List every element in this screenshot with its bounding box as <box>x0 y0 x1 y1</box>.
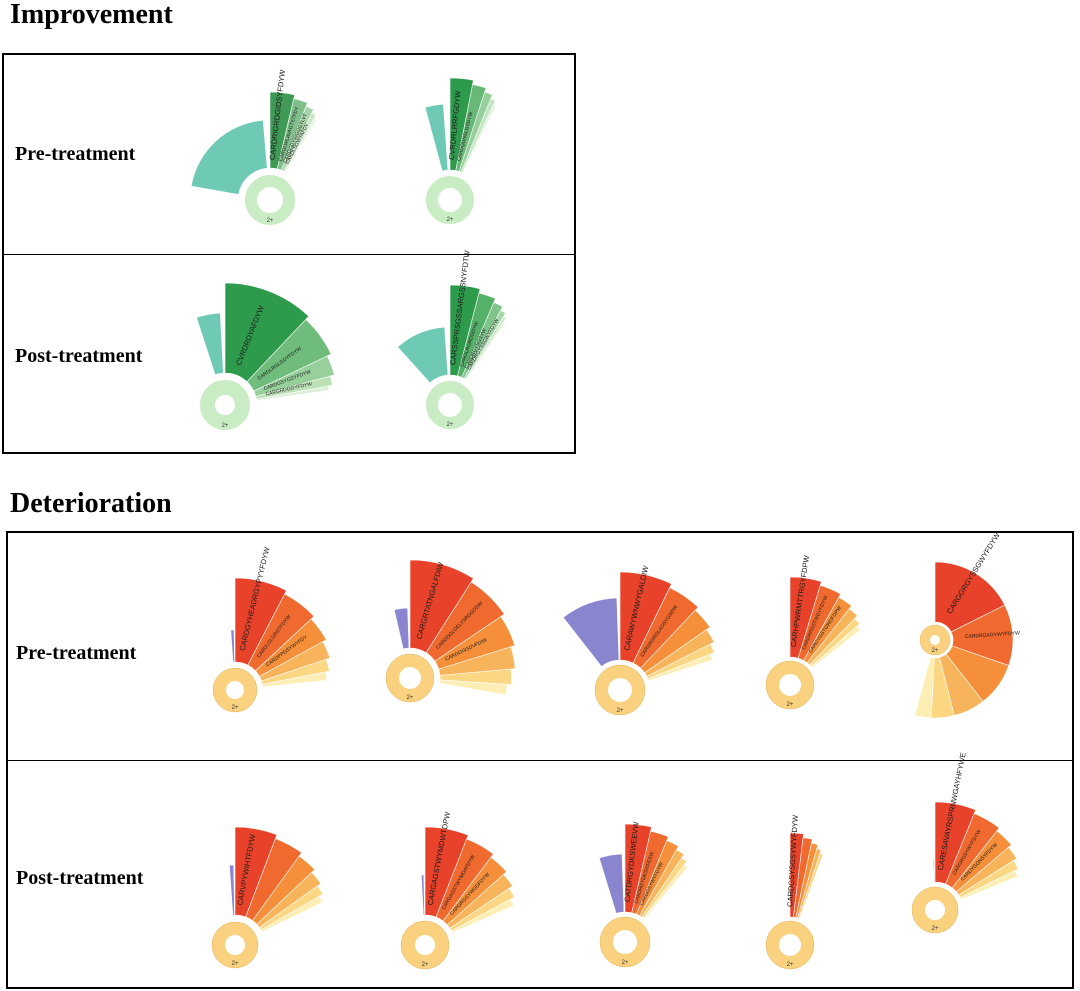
other-clones-wedge <box>563 597 620 667</box>
row-label-post-treatment: Post-treatment <box>16 867 144 889</box>
section-title-deterioration: Deterioration <box>10 488 172 519</box>
ring-outline <box>212 667 258 713</box>
other-clones-wedge <box>229 864 235 916</box>
clone-count-ring <box>213 668 257 712</box>
other-clones-wedge <box>230 629 235 663</box>
clone-count-ring <box>200 380 250 430</box>
other-clones-wedge <box>788 644 790 658</box>
ring-center-label: 2+ <box>932 648 939 654</box>
row-label-pre-treatment: Pre-treatment <box>16 642 137 664</box>
clone-label: CARDRGAGYWYFDYW <box>965 630 1021 640</box>
ring-outline <box>400 920 450 970</box>
clone-wedge <box>409 559 474 654</box>
ring-center-label: 2+ <box>407 695 414 701</box>
ring-center-label: 2+ <box>787 962 794 968</box>
deterioration-panel: Pre-treatment Post-treatment <box>6 531 1074 989</box>
ring-outline <box>385 653 435 703</box>
ring-center-label: 2+ <box>447 217 454 223</box>
ring-outline <box>211 921 259 969</box>
clone-sunburst-chart: CARGAGSTWYMDWTDPWCARGAGSTWYMDAFDYWCARGRG… <box>400 810 515 970</box>
row-label-pre-treatment: Pre-treatment <box>15 143 136 165</box>
clone-count-ring <box>920 625 950 655</box>
ring-outline <box>599 916 651 968</box>
clone-sunburst-chart: CARDRIGRDGIDSYFDYWCARGLWLAVAGTSTFDYCARDG… <box>190 68 317 225</box>
clone-wedge <box>465 321 506 381</box>
clone-wedge <box>798 853 824 920</box>
ring-center-label: 2+ <box>232 705 239 711</box>
clone-wedge <box>284 117 317 173</box>
clone-wedge <box>260 895 323 933</box>
clone-count-ring <box>766 921 814 969</box>
clone-count-ring <box>600 917 650 967</box>
other-clones-wedge <box>397 326 449 384</box>
ring-center-label: 2+ <box>232 961 239 967</box>
clone-count-ring <box>212 922 258 968</box>
ring-outline <box>765 920 815 970</box>
clone-wedge <box>256 385 330 401</box>
ring-outline <box>919 624 951 656</box>
ring-outline <box>911 886 959 934</box>
clone-wedge <box>959 870 1019 900</box>
clone-count-ring <box>401 921 449 969</box>
other-clones-wedge <box>424 103 449 172</box>
clone-sunburst-chart: CARDGYHEADRGYPYYFDYWCARDLGLGRSTFDYWCARDP… <box>212 545 331 713</box>
ring-center-label: 2+ <box>447 422 454 428</box>
ring-center-label: 2+ <box>787 702 794 708</box>
other-clones-wedge <box>190 120 268 195</box>
ring-outline <box>765 660 815 710</box>
other-clones-wedge <box>421 874 425 916</box>
clone-sunburst-chart: CVRDRDYAFDYWCARDLRGLGDYFDYWCARDGSYGSYFDY… <box>196 282 335 430</box>
other-clones-wedge <box>393 607 410 650</box>
clone-wedge <box>810 625 861 669</box>
clone-wedge <box>619 571 672 664</box>
other-clones-wedge <box>196 312 224 375</box>
clone-wedge <box>914 657 935 719</box>
ring-center-label: 2+ <box>422 962 429 968</box>
clone-wedge <box>451 898 515 934</box>
row-divider <box>8 760 1072 761</box>
clone-count-ring <box>426 381 474 429</box>
clone-wedge <box>262 671 328 688</box>
row-divider <box>4 254 574 255</box>
clone-count-ring <box>912 887 958 933</box>
clone-wedge <box>439 679 508 696</box>
ring-center-label: 2+ <box>617 708 624 714</box>
clone-sunburst-chart: CARSSPRSGSSARGSSNYFDTWCARGLRGRDGDYWCARDR… <box>397 249 507 429</box>
clone-wedge <box>647 653 713 682</box>
clone-wedge <box>934 561 1006 633</box>
clone-wedge <box>642 864 688 920</box>
clone-sunburst-chart: CARESAVAYRSPRNWGAYHFYWECARGRGSYWYFDYWCAR… <box>911 752 1019 934</box>
ring-center-label: 2+ <box>267 218 274 224</box>
ring-outline <box>594 664 646 716</box>
section-title-improvement: Improvement <box>10 0 173 30</box>
ring-center-label: 2+ <box>222 423 229 429</box>
clone-sunburst-chart: CARHPWRMTTRGYFDPWCARGRRSSTWGYFDYWCARGYGS… <box>765 554 861 710</box>
clone-wedge <box>224 282 310 383</box>
other-clones-wedge <box>598 853 625 914</box>
row-label-post-treatment: Post-treatment <box>15 345 143 367</box>
clone-count-ring <box>245 175 295 225</box>
clone-wedge <box>425 581 505 662</box>
clone-wedge <box>462 104 497 174</box>
clone-count-ring <box>386 654 434 702</box>
clone-sunburst-chart: CARGRTATNGALFDIWCARGDGLGELYSRGGDSWCARGGG… <box>385 559 516 703</box>
ring-center-label: 2+ <box>622 960 629 966</box>
clone-count-ring <box>766 661 814 709</box>
ring-center-label: 2+ <box>932 926 939 932</box>
clone-count-ring <box>595 665 645 715</box>
clone-count-ring <box>426 176 474 224</box>
clone-wedge <box>234 577 287 666</box>
other-clones-wedge <box>932 859 935 883</box>
clone-sunburst-chart: CATDRGYDKSWEEVWCAADRGYDKSWFESWCARDGSYWYF… <box>598 820 688 968</box>
